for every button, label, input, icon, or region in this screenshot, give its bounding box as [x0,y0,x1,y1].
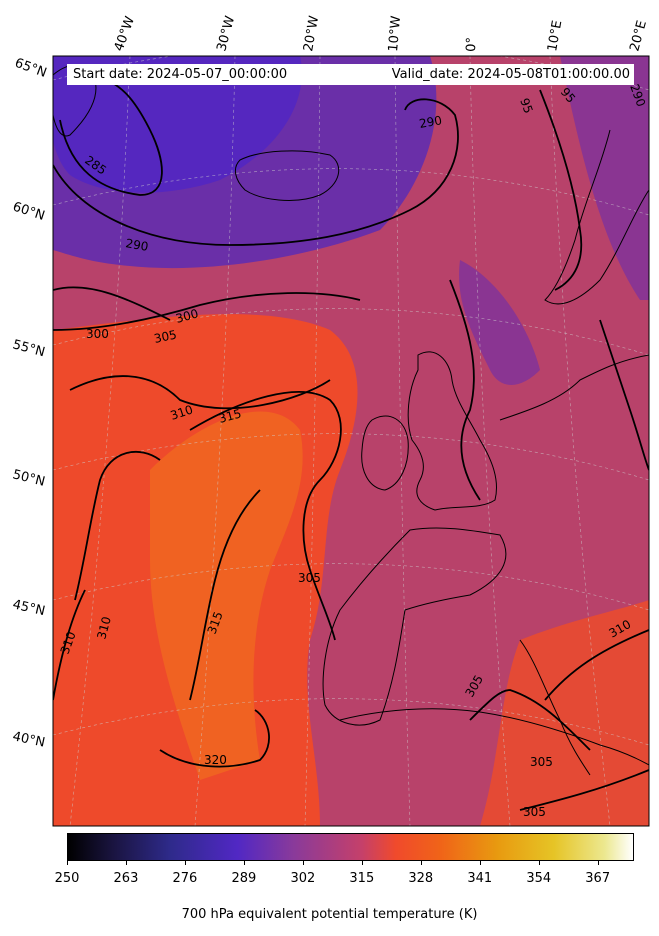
contour-285 [59,74,163,196]
warm-core [150,411,303,780]
lon-label-40w: 40°W [112,14,138,53]
colorbar-tick-354: 354 [526,871,552,886]
contour-305-se [519,769,649,811]
lat-label-65n: 65°N [13,56,49,81]
lat-label-60n: 60°N [11,200,47,224]
colorbar-tick-mark [67,861,68,865]
colorbar-tick-263: 263 [113,871,139,886]
africa-coast [339,708,649,766]
map-area: 285 290 290 300 305 300 310 315 315 310 … [53,56,649,826]
latitude-labels: 65°N 60°N 55°N 50°N 45°N 40°N [11,56,49,751]
contour-305-med [469,689,591,751]
lat-label-45n: 45°N [11,597,46,619]
france-spain-coast [322,527,507,726]
contour-label-320: 320 [204,753,227,767]
lat-label-40n: 40°N [11,729,46,750]
lon-label-10e: 10°E [545,19,565,52]
contour-310 [69,375,331,410]
colorbar-tick-mark [597,861,599,865]
colorbar-tick-328: 328 [408,871,434,886]
colorbar-tick-mark [479,861,481,865]
europe-coast [499,354,649,421]
contour-label-290: 290 [124,236,149,254]
contour-label-305-s: 305 [523,805,546,819]
contour-label-315: 315 [217,406,243,425]
colorbar-tick-mark [538,861,540,865]
norway-coast [544,129,649,305]
contour-310-east [544,629,649,701]
colorbar-tick-289: 289 [231,871,257,886]
contour-300 [53,286,171,321]
contour-label-290-north: 290 [418,113,443,131]
colorbar-tick-367: 367 [585,871,611,886]
contour-290 [53,98,459,246]
lat-label-50n: 50°N [11,467,46,489]
colorbar-label: 700 hPa equivalent potential temperature… [181,907,478,922]
colorbar-tick-250: 250 [54,871,80,886]
contour-north-sea [449,279,481,501]
lon-label-20w: 20°W [301,15,322,53]
longitude-labels: 40°W 30°W 20°W 10°W 0° 10°E 20°E [112,14,650,53]
contour-290-ne [539,89,583,291]
colorbar-tick-341: 341 [467,871,493,886]
colorbar-tick-mark [420,861,422,865]
colorbar-tick-mark [302,861,304,865]
north-sea-cold-tongue [459,260,540,385]
valid-date-label: Valid_date: 2024-05-08T01:00:00.00 [391,67,630,82]
lon-label-10w: 10°W [386,15,404,52]
contour-label-310: 310 [169,402,195,422]
warm-mediterranean [480,600,649,826]
map-frame [52,55,650,827]
iceland-coast [234,150,340,201]
start-date-label: Start date: 2024-05-07_00:00:00 [73,67,288,82]
contour-320 [159,709,270,768]
coldest-region [53,56,302,193]
contour-label-305: 305 [153,327,178,345]
colorbar [67,833,634,861]
ireland-coast [361,415,409,491]
colorbar-tick-302: 302 [290,871,316,886]
lon-label-20e: 20°E [627,19,650,53]
contour-310-south [53,589,86,701]
contour-315-south [189,489,261,701]
contour-label-300: 300 [86,327,109,341]
date-info-box: Start date: 2024-05-07_00:00:00 Valid_da… [67,64,634,85]
lon-label-30w: 30°W [214,14,238,53]
contour-label-305-se: 305 [530,755,553,769]
colorbar-tick-mark [361,861,363,865]
contour-310-west [74,451,161,601]
contour-label-305-c: 305 [298,571,321,585]
contour-315 [189,391,342,641]
lat-label-55n: 55°N [11,337,47,360]
contour-label-300-b: 300 [174,306,200,325]
contour-305 [53,292,361,331]
contour-label-310-w: 310 [94,615,113,641]
contour-scand [599,319,649,471]
contour-label-95-a: 95 [517,96,535,115]
colorbar-tick-315: 315 [349,871,375,886]
colorbar-tick-mark [184,861,186,865]
britain-coast [407,351,498,511]
colorbar-tick-276: 276 [172,871,198,886]
lon-label-0: 0° [464,37,480,52]
colorbar-tick-mark [243,861,245,865]
contours [53,74,649,811]
colorbar-tick-mark [125,861,127,865]
